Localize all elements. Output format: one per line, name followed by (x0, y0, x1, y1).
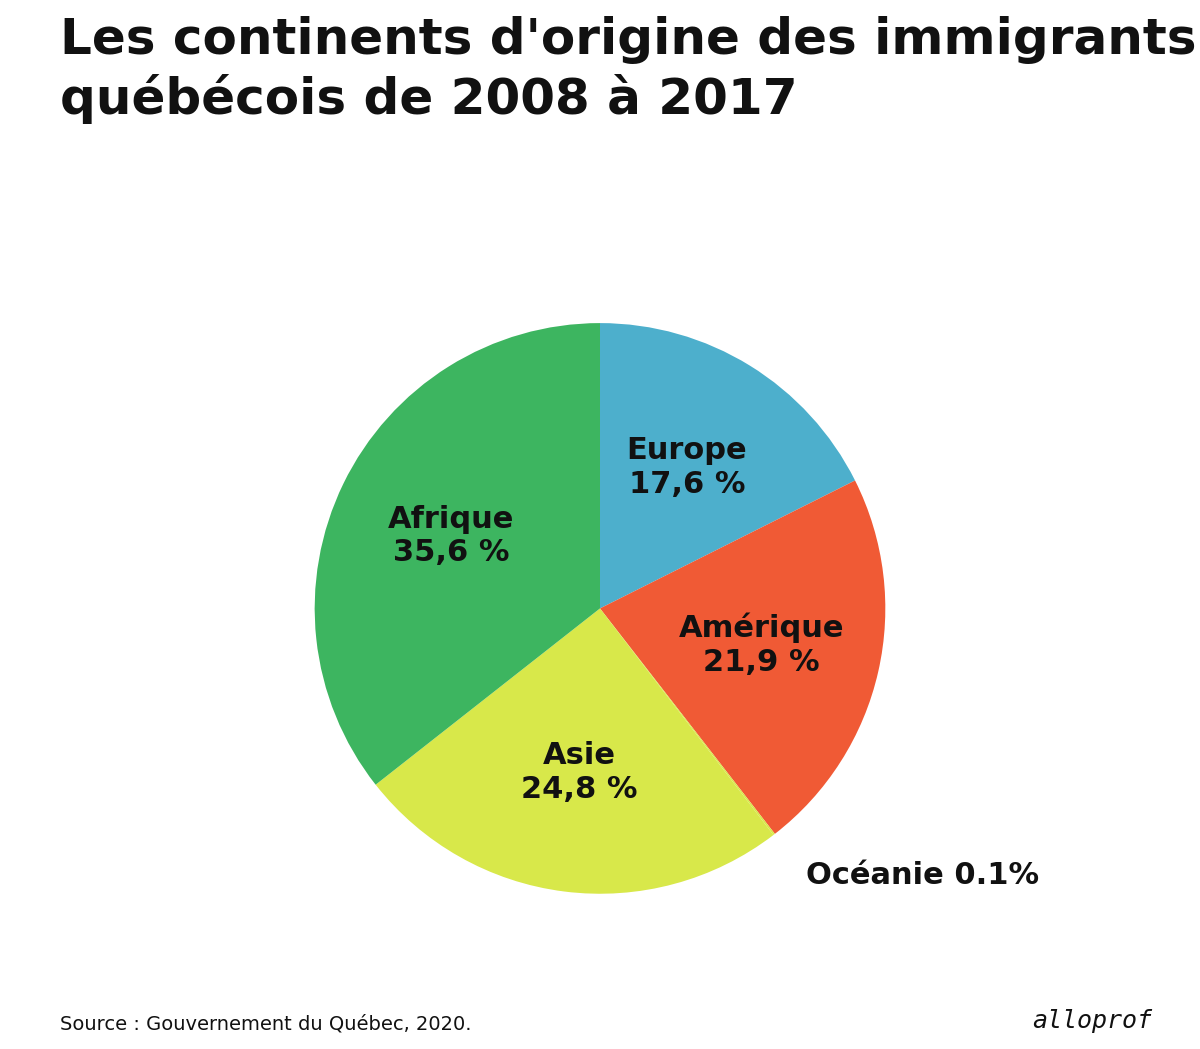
Wedge shape (314, 323, 600, 785)
Text: Océanie 0.1%: Océanie 0.1% (805, 860, 1039, 890)
Text: Amérique
21,9 %: Amérique 21,9 % (679, 613, 844, 677)
Text: Asie
24,8 %: Asie 24,8 % (521, 742, 637, 804)
Text: Les continents d'origine des immigrants
québécois de 2008 à 2017: Les continents d'origine des immigrants … (60, 16, 1196, 124)
Wedge shape (376, 608, 774, 894)
Text: Source : Gouvernement du Québec, 2020.: Source : Gouvernement du Québec, 2020. (60, 1014, 472, 1033)
Text: Europe
17,6 %: Europe 17,6 % (626, 436, 748, 499)
Text: alloprof: alloprof (1032, 1009, 1152, 1033)
Wedge shape (600, 608, 775, 835)
Wedge shape (600, 480, 886, 834)
Text: Afrique
35,6 %: Afrique 35,6 % (388, 505, 515, 568)
Wedge shape (600, 323, 856, 608)
